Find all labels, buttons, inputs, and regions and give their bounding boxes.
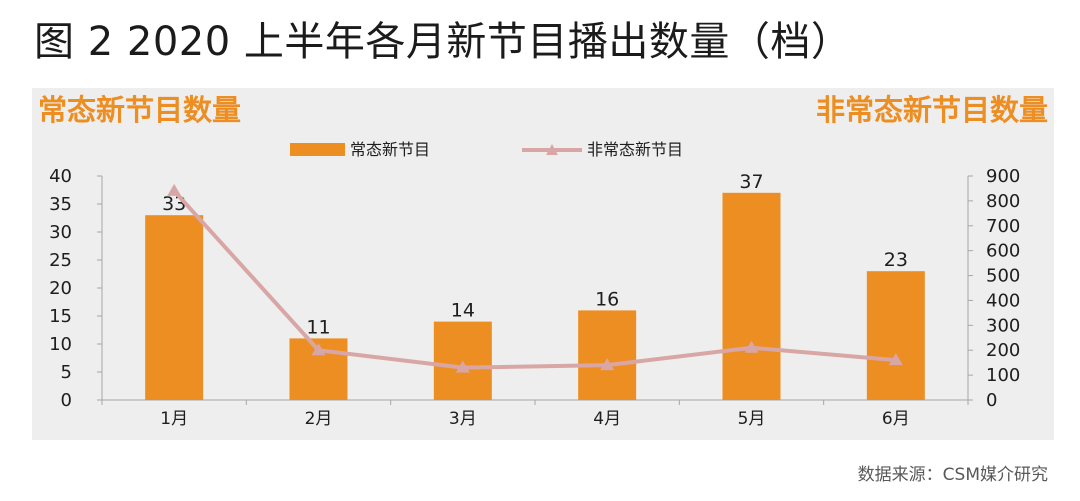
legend-bar-label: 常态新节目 [350,140,430,159]
y-left-tick-label: 25 [49,250,72,271]
line-point-marker [167,183,182,196]
y-left-tick-label: 40 [49,166,72,187]
y-right-tick-label: 600 [986,241,1020,262]
y-left-tick-label: 30 [49,222,72,243]
y-left-tick-label: 20 [49,278,72,299]
line-series [167,183,903,373]
x-tick-label: 6月 [882,409,910,429]
figure-title: 图 2 2020 上半年各月新节目播出数量（档） [34,19,852,65]
bar-data-label: 11 [306,316,330,338]
data-source: 数据来源：CSM媒介研究 [857,465,1048,485]
x-tick-label: 5月 [738,409,766,429]
bar [578,310,637,400]
legend-bar-swatch [290,143,345,156]
y-right-tick-label: 700 [986,216,1020,237]
y-right-tick-label: 0 [986,390,997,411]
left-axis-title: 常态新节目数量 [38,93,241,127]
line-point-marker [888,353,903,366]
y-right-tick-label: 500 [986,266,1020,287]
bar-data-label: 16 [595,288,619,310]
y-left-tick-label: 5 [61,362,72,383]
line-point-marker [455,360,470,373]
bar [866,271,925,400]
y-right-tick-label: 400 [986,290,1020,311]
bar [145,215,204,400]
combo-chart: 常态新节目数量 非常态新节目数量 常态新节目 非常态新节目 0 5 10 15 20 25… [38,93,1048,429]
x-tick-label: 3月 [449,409,477,429]
bar-data-label: 37 [739,171,763,193]
y-left-tick-label: 35 [49,194,72,215]
line-point-marker [600,358,615,371]
line-point-marker [311,343,326,356]
line-point-marker [744,340,759,353]
bar-data-label: 14 [451,300,475,322]
y-right-tick-label: 100 [986,365,1020,386]
y-left-tick-label: 10 [49,334,72,355]
legend-line-marker [546,144,558,155]
y-left-tick-label: 15 [49,306,72,327]
x-tick-label: 2月 [305,409,333,429]
y-right-tick-label: 200 [986,340,1020,361]
chart-panel: 常态新节目数量 非常态新节目数量 常态新节目 非常态新节目 0 5 10 15 20 25… [32,88,1054,440]
axes: 0510152025303540010020030040050060070080… [49,166,1020,429]
bar-data-label: 33 [162,193,186,215]
x-tick-label: 4月 [593,409,621,429]
bar-data-label: 23 [884,249,908,271]
legend: 常态新节目 非常态新节目 [290,140,683,159]
series-line [172,189,897,370]
right-axis-title: 非常态新节目数量 [816,93,1048,127]
y-right-tick-label: 900 [986,166,1020,187]
y-left-tick-label: 0 [61,390,72,411]
bar [722,192,781,400]
x-tick-label: 1月 [160,409,188,429]
y-right-tick-label: 300 [986,315,1020,336]
y-right-tick-label: 800 [986,191,1020,212]
legend-line-label: 非常态新节目 [587,140,683,159]
